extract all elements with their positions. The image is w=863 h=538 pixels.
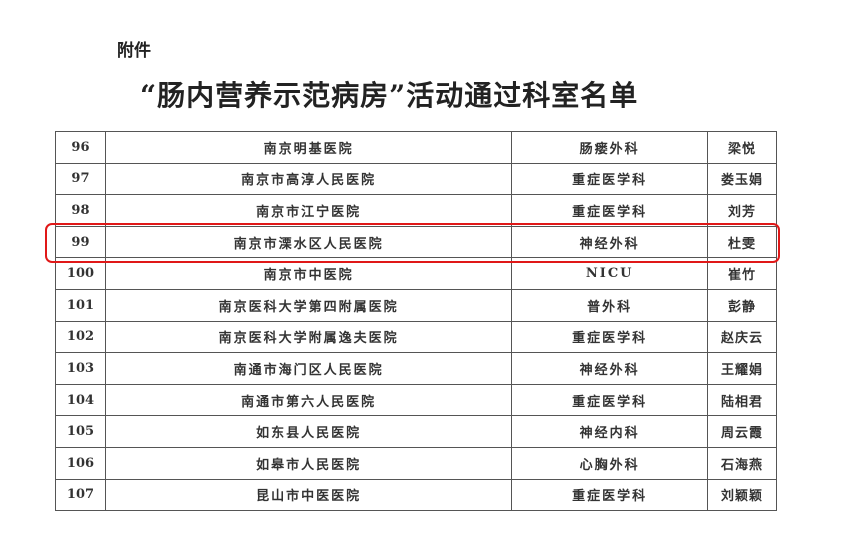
table-row: 98 南京市江宁医院 重症医学科 刘芳 <box>55 194 777 227</box>
contact-person: 刘芳 <box>707 194 777 227</box>
table-row: 102 南京医科大学附属逸夫医院 重症医学科 赵庆云 <box>55 320 777 354</box>
department-name: 重症医学科 <box>511 320 709 354</box>
table-row: 99 南京市溧水区人民医院 神经外科 杜雯 <box>55 225 777 259</box>
hospital-name: 南京市高淳人民医院 <box>104 162 513 196</box>
row-number: 99 <box>55 225 106 259</box>
hospital-name: 如东县人民医院 <box>104 415 513 448</box>
table-row: 101 南京医科大学第四附属医院 普外科 彭静 <box>55 288 777 322</box>
contact-person: 赵庆云 <box>707 320 777 354</box>
highlight-box <box>45 223 780 263</box>
row-number: 96 <box>55 131 106 164</box>
department-list-table: 96 南京明基医院 肠瘘外科 梁悦 97 南京市高淳人民医院 重症医学科 娄玉娟 98 南京市江宁… <box>55 131 777 512</box>
contact-person: 彭静 <box>707 288 777 322</box>
hospital-name: 南京医科大学第四附属医院 <box>104 288 513 322</box>
table-row: 104 南通市第六人民医院 重症医学科 陆相君 <box>55 383 777 417</box>
hospital-name: 南通市第六人民医院 <box>104 383 513 417</box>
table-row: 103 南通市海门区人民医院 神经外科 王耀娟 <box>55 352 777 385</box>
table-row: 96 南京明基医院 肠瘘外科 梁悦 <box>55 131 777 164</box>
row-number: 101 <box>55 288 106 322</box>
contact-person: 杜雯 <box>707 225 777 259</box>
department-name: 神经内科 <box>511 415 709 448</box>
department-name: 肠瘘外科 <box>511 131 709 164</box>
row-number: 98 <box>55 194 106 227</box>
row-number: 97 <box>55 162 106 196</box>
department-name: 普外科 <box>511 288 709 322</box>
contact-person: 周云霞 <box>707 415 777 448</box>
department-name: 重症医学科 <box>511 194 709 227</box>
hospital-name: 南京市江宁医院 <box>104 194 513 227</box>
row-number: 107 <box>55 478 106 512</box>
department-name: 重症医学科 <box>511 383 709 417</box>
contact-person: 陆相君 <box>707 383 777 417</box>
hospital-name: 南通市海门区人民医院 <box>104 352 513 385</box>
contact-person: 王耀娟 <box>707 352 777 385</box>
hospital-name: 南京明基医院 <box>104 131 513 164</box>
table-row: 97 南京市高淳人民医院 重症医学科 娄玉娟 <box>55 162 777 196</box>
hospital-name: 南京市溧水区人民医院 <box>104 225 513 259</box>
department-name: 重症医学科 <box>511 478 709 512</box>
document-title: “肠内营养示范病房”活动通过科室名单 <box>140 79 639 112</box>
department-name: 重症医学科 <box>511 162 709 196</box>
table-row: 105 如东县人民医院 神经内科 周云霞 <box>55 415 777 448</box>
row-number: 104 <box>55 383 106 417</box>
hospital-name: 如皋市人民医院 <box>104 446 513 480</box>
hospital-name: 昆山市中医医院 <box>104 478 513 512</box>
row-number: 102 <box>55 320 106 354</box>
row-number: 103 <box>55 352 106 385</box>
row-number: 106 <box>55 446 106 480</box>
contact-person: 刘颖颖 <box>707 478 777 512</box>
department-name: 心胸外科 <box>511 446 709 480</box>
contact-person: 娄玉娟 <box>707 162 777 196</box>
contact-person: 石海燕 <box>707 446 777 480</box>
table-row: 106 如皋市人民医院 心胸外科 石海燕 <box>55 446 777 480</box>
attachment-label: 附件 <box>117 41 151 61</box>
contact-person: 梁悦 <box>707 131 777 164</box>
department-name: 神经外科 <box>511 352 709 385</box>
hospital-name: 南京医科大学附属逸夫医院 <box>104 320 513 354</box>
table-row: 107 昆山市中医医院 重症医学科 刘颖颖 <box>55 478 777 512</box>
row-number: 105 <box>55 415 106 448</box>
